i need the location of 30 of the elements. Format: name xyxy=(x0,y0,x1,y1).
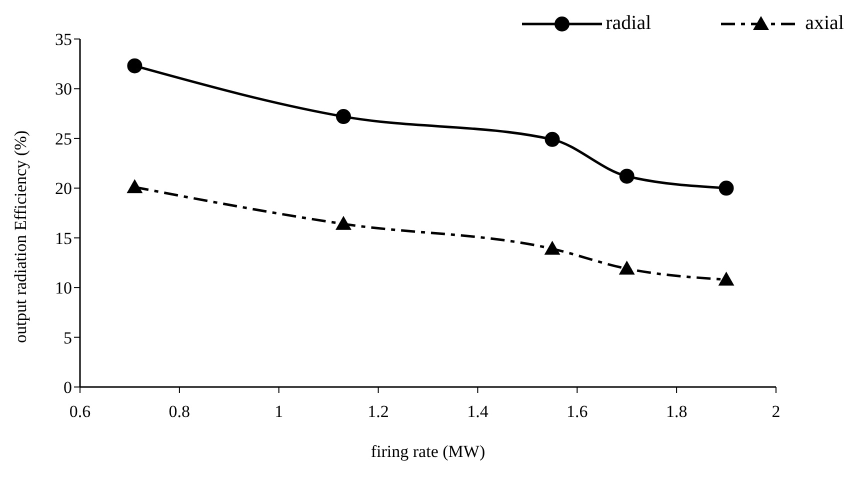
point xyxy=(335,216,352,230)
legend-label: radial xyxy=(606,12,652,35)
y-tick-label: 25 xyxy=(55,129,72,148)
y-axis-title: output radiation Efficiency (%) xyxy=(11,130,30,343)
y-tick-label: 5 xyxy=(64,328,72,348)
y-tick-label: 30 xyxy=(55,80,72,99)
x-tick-label: 1.8 xyxy=(666,402,688,422)
point xyxy=(718,272,734,286)
x-tick-label: 1 xyxy=(274,402,284,422)
x-tick-label: 0.6 xyxy=(69,402,91,422)
y-tick-label: 10 xyxy=(55,278,72,298)
x-tick-label: 1.4 xyxy=(467,402,489,422)
legend-label: axial xyxy=(805,12,844,35)
x-axis-title: firing rate (MW) xyxy=(370,442,486,461)
x-tick-label: 1.2 xyxy=(368,402,389,422)
point xyxy=(619,168,634,184)
y-tick-label: 15 xyxy=(55,228,72,248)
y-tick-label: 35 xyxy=(55,30,72,50)
point xyxy=(336,109,351,124)
point xyxy=(544,132,560,147)
point xyxy=(718,180,734,196)
x-tick-label: 2 xyxy=(772,402,780,422)
point xyxy=(127,58,142,74)
x-tick-label: 0.8 xyxy=(168,402,190,422)
point xyxy=(126,179,143,194)
y-tick-label: 0 xyxy=(64,378,72,398)
y-tick-label: 20 xyxy=(55,179,72,198)
point xyxy=(544,240,560,255)
point xyxy=(618,260,635,275)
x-tick-label: 1.6 xyxy=(566,402,588,422)
